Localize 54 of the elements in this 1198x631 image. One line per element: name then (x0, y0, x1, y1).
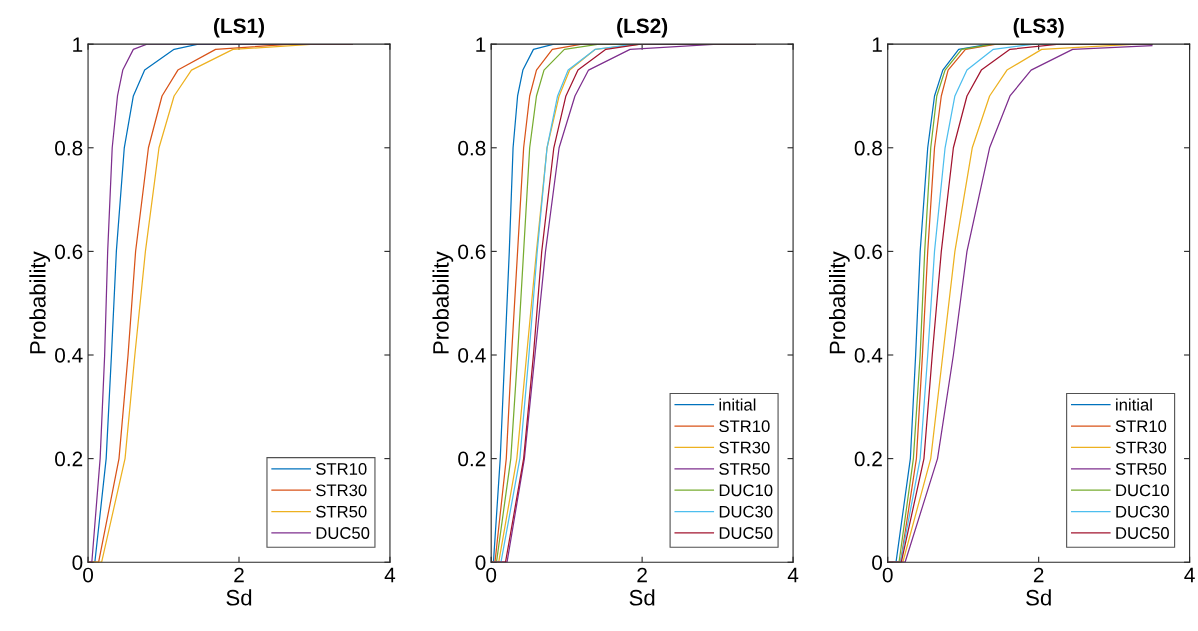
x-axis-title: Sd (226, 589, 252, 606)
y-tick-label: 0.4 (854, 348, 883, 363)
x-tick-label: 2 (234, 567, 244, 583)
y-axis-title: Probability (29, 251, 51, 354)
legend-label: initial (719, 398, 756, 411)
y-tick-label: 0.8 (55, 140, 83, 156)
legend-label: DUC10 (1116, 484, 1169, 497)
legend-label: DUC50 (1116, 527, 1169, 539)
legend-label: STR30 (719, 441, 770, 454)
legend-label: DUC50 (719, 527, 773, 539)
x-tick-label: 4 (787, 567, 799, 583)
legend-label: STR30 (316, 484, 367, 497)
y-tick-label: 0 (72, 555, 83, 570)
legend-label: STR50 (316, 505, 367, 518)
y-tick-label: 0 (872, 555, 883, 570)
y-tick-label: 0.4 (458, 348, 486, 363)
chart-title: (LS1) (214, 17, 265, 38)
legend-label: STR50 (719, 463, 770, 475)
chart-title: (LS3) (1013, 17, 1064, 38)
x-tick-label: 4 (384, 567, 396, 583)
y-tick-label: 0.8 (458, 140, 486, 156)
legend-label: DUC30 (1116, 505, 1169, 518)
y-tick-label: 0.4 (55, 348, 83, 363)
y-tick-label: 0.2 (55, 451, 83, 467)
y-axis-title: Probability (829, 251, 850, 354)
legend-label: STR10 (1115, 420, 1167, 433)
y-tick-label: 0.2 (458, 451, 486, 467)
y-tick-label: 0.8 (854, 140, 882, 156)
legend-label: DUC50 (316, 527, 370, 539)
legend-label: STR50 (1115, 463, 1167, 475)
y-tick-label: 1 (73, 37, 83, 52)
x-tick-label: 0 (882, 567, 893, 583)
y-tick-label: 0.6 (458, 244, 486, 260)
chart-title: (LS2) (617, 17, 668, 38)
x-axis-title: Sd (629, 589, 655, 606)
y-axis-title: Probability (432, 251, 454, 354)
y-tick-label: 0.6 (854, 244, 882, 260)
y-tick-label: 1 (476, 37, 486, 52)
legend-label: STR30 (1115, 441, 1167, 454)
legend-label: DUC10 (719, 484, 773, 497)
legend-label: DUC30 (719, 505, 773, 518)
y-tick-label: 0.2 (854, 451, 882, 467)
legend-label: STR10 (719, 420, 770, 433)
y-tick-label: 0.6 (55, 244, 83, 260)
y-tick-label: 0 (475, 555, 486, 570)
x-tick-label: 2 (1033, 567, 1044, 583)
x-tick-label: 0 (486, 567, 497, 583)
x-tick-label: 2 (637, 567, 647, 583)
legend-label: initial (1116, 398, 1152, 411)
x-tick-label: 0 (83, 567, 94, 583)
x-tick-label: 4 (1184, 567, 1195, 583)
y-tick-label: 1 (872, 37, 882, 52)
x-axis-title: Sd (1026, 589, 1051, 606)
legend-label: STR10 (316, 463, 367, 475)
